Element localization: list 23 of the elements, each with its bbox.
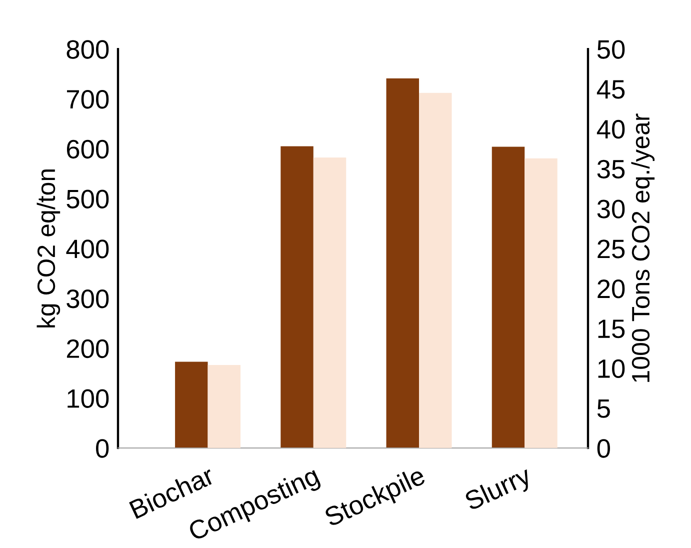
y2-tick-label: 10 — [598, 359, 625, 378]
y-axis-title: kg CO2 eq/ton — [36, 170, 60, 328]
y2-axis-title: 1000 Tons CO2 eq./year — [631, 114, 655, 382]
y-tick-label: 200 — [66, 339, 109, 358]
y-tick-label: 500 — [66, 190, 109, 208]
y2-tick-label: 0 — [597, 439, 610, 458]
x-tick-label: Slurry — [463, 464, 535, 516]
y2-tick-label: 5 — [597, 400, 610, 418]
y-tick-label: 600 — [66, 140, 109, 159]
y-tick-label: 0 — [96, 439, 109, 458]
y-tick-label: 100 — [68, 389, 109, 408]
y-tick-label: 800 — [66, 40, 109, 59]
y2-tick-label: 45 — [596, 80, 625, 99]
y2-tick-label: 15 — [598, 320, 625, 338]
y2-tick-label: 35 — [597, 160, 625, 179]
y-tick-label: 700 — [66, 90, 109, 109]
y2-tick-label: 30 — [597, 200, 625, 218]
y-tick-label: 400 — [66, 240, 109, 258]
y2-tick-label: 40 — [596, 120, 625, 139]
y-tick-label: 300 — [66, 290, 109, 308]
y2-tick-label: 50 — [597, 40, 625, 59]
y2-tick-label: 25 — [598, 240, 625, 258]
y2-tick-label: 20 — [598, 280, 625, 298]
